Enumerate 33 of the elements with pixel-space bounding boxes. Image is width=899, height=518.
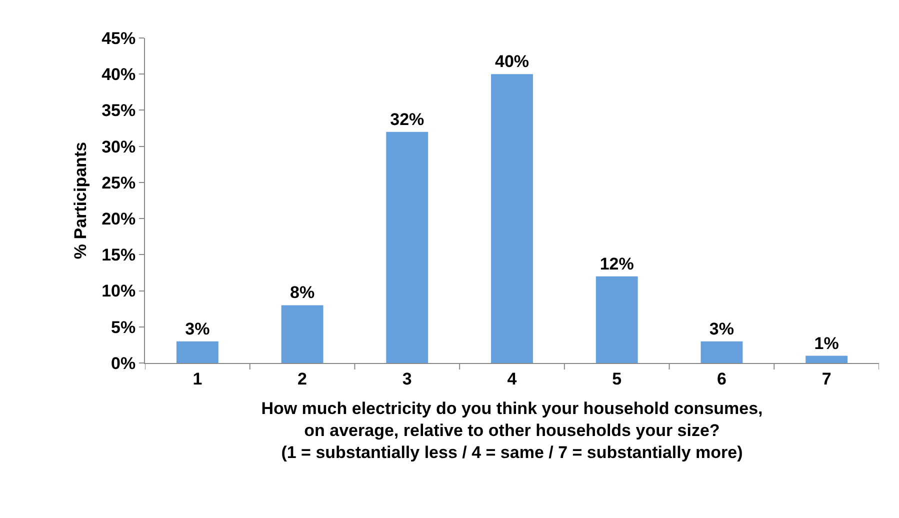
y-tick-label: 25% — [102, 173, 136, 192]
y-tick-label: 5% — [111, 318, 136, 337]
data-label: 1% — [814, 334, 839, 353]
data-label: 3% — [709, 319, 734, 338]
y-tick-label: 15% — [102, 246, 136, 265]
bar — [700, 341, 743, 363]
x-tick-label: 7 — [822, 369, 832, 388]
x-axis-title: How much electricity do you think your household consumes, on average, relative to other households your size? (1 = substantially less / 4 = same / 7 = substantially more) — [261, 398, 763, 462]
bar — [491, 74, 533, 363]
y-tick-label: 20% — [102, 210, 136, 229]
y-tick-label: 30% — [102, 137, 136, 156]
x-tick-label: 2 — [298, 369, 308, 388]
data-label: 40% — [494, 52, 530, 72]
y-axis-title: % Participants — [71, 142, 90, 260]
x-tick-label: 5 — [612, 369, 622, 388]
y-tick-label: 35% — [102, 101, 136, 120]
bar — [281, 305, 324, 363]
data-label: 12% — [600, 254, 634, 274]
bar — [806, 356, 848, 363]
bar — [386, 132, 428, 363]
y-tick-label: 45% — [102, 28, 136, 48]
x-tick-label: 3 — [402, 369, 412, 388]
data-label: 8% — [290, 283, 315, 302]
data-label: 32% — [390, 110, 424, 129]
x-tick-label: 4 — [507, 369, 518, 388]
x-tick-label: 6 — [716, 369, 726, 388]
bar — [596, 276, 638, 363]
y-tick-label: 10% — [102, 282, 136, 301]
data-label: 3% — [185, 319, 210, 338]
y-tick-label: 40% — [102, 65, 136, 84]
x-tick-label: 1 — [192, 369, 202, 388]
bar — [176, 341, 218, 363]
y-tick-label: 0% — [111, 354, 136, 373]
